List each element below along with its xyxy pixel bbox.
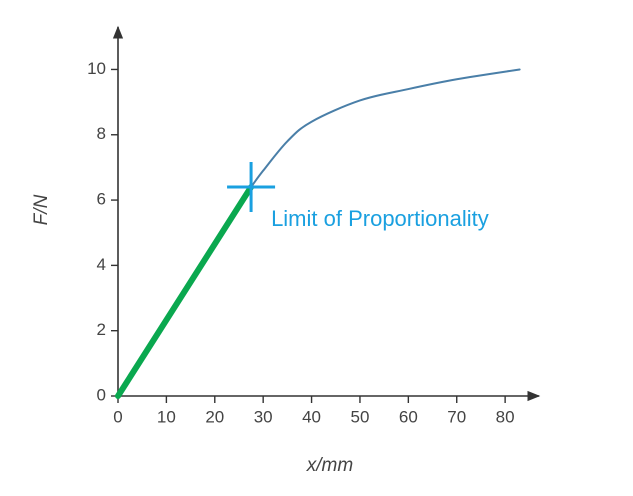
y-axis-label: F/N	[31, 194, 52, 225]
x-tick-label: 70	[447, 407, 466, 426]
y-tick-label: 10	[87, 59, 106, 78]
annotation-marker	[227, 162, 276, 213]
data-line	[250, 68, 521, 189]
x-tick-label: 20	[205, 407, 224, 426]
x-tick-label: 80	[496, 407, 515, 426]
data-line	[115, 184, 255, 399]
y-tick-label: 2	[97, 320, 106, 339]
y-tick-label: 0	[97, 385, 106, 404]
annotation-text: Limit of Proportionality	[271, 206, 489, 231]
x-tick-label: 50	[350, 407, 369, 426]
y-tick-label: 6	[97, 190, 106, 209]
y-tick-label: 8	[97, 124, 106, 143]
x-tick-label: 0	[113, 407, 122, 426]
x-axis-label: x/mm	[306, 455, 353, 476]
x-tick-label: 40	[302, 407, 321, 426]
x-tick-label: 10	[157, 407, 176, 426]
x-tick-label: 30	[254, 407, 273, 426]
x-tick-label: 60	[399, 407, 418, 426]
y-tick-label: 4	[97, 255, 106, 274]
